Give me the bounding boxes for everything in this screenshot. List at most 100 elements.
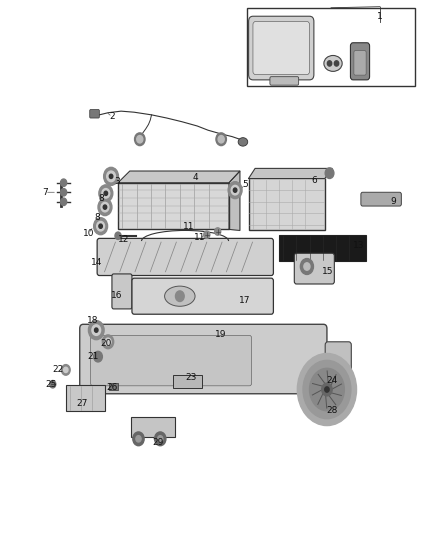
Circle shape [97,221,105,231]
Circle shape [49,381,56,388]
Circle shape [104,191,108,196]
Circle shape [204,231,210,238]
Circle shape [99,185,113,202]
Text: 11: 11 [194,233,205,242]
Circle shape [297,353,357,425]
Text: 5: 5 [242,180,248,189]
Text: 27: 27 [76,399,88,408]
Text: 3: 3 [114,177,120,186]
Circle shape [60,189,67,196]
Text: 11: 11 [183,222,194,231]
Text: 8: 8 [99,194,104,203]
Circle shape [110,174,113,179]
Text: 28: 28 [326,406,338,415]
Circle shape [61,365,70,375]
Bar [110,383,118,390]
Bar [131,417,175,437]
Circle shape [215,228,221,235]
Text: 13: 13 [353,241,364,250]
Bar [173,375,201,389]
Text: 2: 2 [110,112,115,122]
FancyBboxPatch shape [80,324,327,394]
Text: 1: 1 [377,12,383,21]
Ellipse shape [238,138,248,146]
Circle shape [310,368,344,411]
Circle shape [137,135,143,143]
Text: 21: 21 [87,352,99,361]
Circle shape [325,387,329,392]
Circle shape [134,133,145,146]
Circle shape [334,61,339,66]
FancyBboxPatch shape [249,179,325,230]
Text: 7: 7 [42,188,48,197]
Text: 26: 26 [107,383,118,392]
Text: 20: 20 [100,339,112,348]
Circle shape [102,335,114,349]
Circle shape [304,263,310,270]
FancyBboxPatch shape [132,278,273,314]
Text: 4: 4 [192,173,198,182]
Circle shape [322,383,332,396]
Text: 6: 6 [312,176,318,185]
Circle shape [303,360,351,419]
Circle shape [300,259,314,274]
Circle shape [95,328,98,332]
Circle shape [60,179,67,187]
FancyBboxPatch shape [294,253,334,284]
FancyBboxPatch shape [249,16,314,80]
Circle shape [103,205,107,209]
Circle shape [88,320,104,340]
FancyBboxPatch shape [97,238,273,276]
Circle shape [94,351,102,362]
Bar [66,385,105,411]
Circle shape [327,61,332,66]
Text: 9: 9 [390,197,396,206]
FancyBboxPatch shape [118,183,229,229]
Text: 16: 16 [111,291,123,300]
Polygon shape [249,168,332,179]
FancyBboxPatch shape [91,335,252,386]
Circle shape [216,133,226,146]
Circle shape [99,224,102,228]
Text: 23: 23 [185,373,196,382]
FancyBboxPatch shape [90,110,99,118]
Text: 19: 19 [215,330,227,339]
Circle shape [228,182,242,199]
Circle shape [155,432,166,446]
Text: 8: 8 [94,213,100,222]
Circle shape [102,189,110,198]
FancyBboxPatch shape [354,51,366,75]
Polygon shape [229,171,240,230]
Text: 24: 24 [327,376,338,385]
Circle shape [101,203,109,212]
Ellipse shape [165,286,195,306]
Circle shape [136,435,141,442]
Circle shape [98,199,112,216]
Text: 17: 17 [239,296,251,305]
Ellipse shape [324,55,342,71]
Circle shape [133,432,144,446]
Circle shape [233,188,237,192]
Bar [279,235,366,261]
Circle shape [94,217,108,235]
Text: 22: 22 [53,366,64,374]
Text: 29: 29 [152,438,164,447]
Circle shape [231,185,239,195]
Circle shape [115,232,121,239]
Circle shape [176,291,184,302]
Circle shape [92,325,101,335]
Text: 10: 10 [83,229,94,238]
Text: 25: 25 [46,380,57,389]
FancyBboxPatch shape [325,342,351,385]
Circle shape [325,168,334,179]
FancyBboxPatch shape [350,43,370,80]
Text: 14: 14 [92,258,103,266]
Circle shape [158,435,163,442]
Circle shape [105,338,111,345]
Text: 15: 15 [322,268,334,276]
Circle shape [104,167,118,185]
FancyBboxPatch shape [270,77,299,85]
Circle shape [60,198,67,206]
Circle shape [64,367,68,373]
FancyBboxPatch shape [361,192,401,206]
